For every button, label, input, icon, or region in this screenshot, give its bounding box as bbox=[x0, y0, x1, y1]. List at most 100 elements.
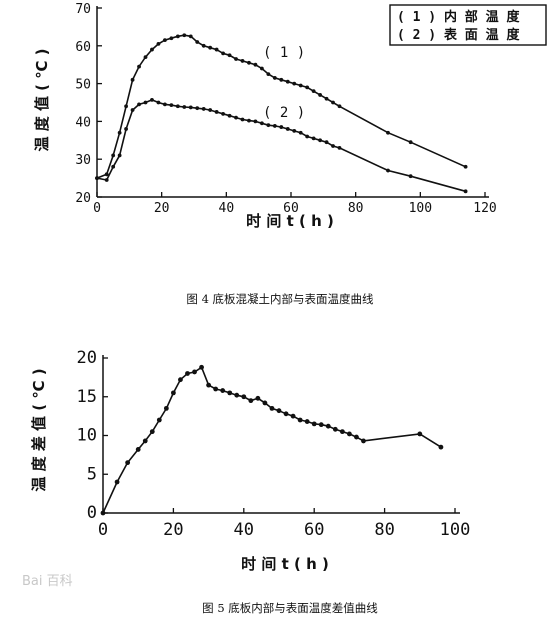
x-tick-label: 100 bbox=[409, 201, 432, 216]
series-2-point bbox=[240, 117, 245, 122]
series-2-point bbox=[386, 168, 390, 173]
series-1-point bbox=[324, 96, 329, 101]
series-1-point bbox=[130, 77, 135, 82]
series-1-point bbox=[255, 395, 261, 401]
series-1-point bbox=[325, 423, 331, 429]
series-2-point bbox=[463, 189, 468, 194]
series-1-point bbox=[220, 388, 226, 393]
series-2-point bbox=[292, 128, 297, 133]
series-2-point bbox=[227, 113, 232, 118]
series-1-point bbox=[185, 371, 190, 376]
series-1-point bbox=[247, 60, 251, 65]
series-2-point bbox=[311, 136, 316, 141]
series-2-point bbox=[305, 134, 310, 139]
series-1-point bbox=[285, 79, 290, 84]
series-2-point bbox=[175, 104, 180, 109]
series-1-point bbox=[150, 47, 154, 52]
x-tick-label: 0 bbox=[93, 201, 101, 216]
series-label-2: ( 2 ) bbox=[263, 105, 305, 121]
series-1-point bbox=[156, 417, 162, 423]
legend-item-2: ( 2 ) 表 面 温 度 bbox=[397, 27, 520, 43]
series-1-point bbox=[169, 36, 174, 41]
x-tick-label: 20 bbox=[154, 201, 170, 216]
series-1-point bbox=[386, 130, 390, 135]
series-1-point bbox=[304, 419, 310, 424]
series-1-point bbox=[279, 77, 284, 82]
series-1-point bbox=[248, 398, 254, 404]
series-2-point bbox=[234, 115, 238, 120]
series-1-point bbox=[227, 390, 233, 396]
series-2-point bbox=[150, 97, 154, 102]
series-1-point bbox=[214, 47, 219, 52]
x-tick-label: 40 bbox=[234, 520, 254, 540]
series-2-point bbox=[318, 138, 322, 143]
series-2-point bbox=[279, 125, 284, 129]
y-tick-label: 15 bbox=[77, 387, 97, 407]
series-1-point bbox=[240, 59, 245, 63]
x-tick-label: 0 bbox=[98, 520, 108, 540]
series-1-point bbox=[361, 438, 366, 444]
series-1-point bbox=[206, 382, 212, 388]
series-2-group bbox=[95, 97, 468, 194]
series-1-point bbox=[195, 40, 200, 44]
series-2-point bbox=[195, 106, 200, 111]
y-tick-label: 50 bbox=[75, 78, 91, 93]
series-1-point bbox=[298, 83, 303, 88]
series-1-point bbox=[241, 394, 247, 400]
series-difference-group bbox=[100, 364, 444, 516]
series-2-point bbox=[253, 119, 258, 124]
series-1-point bbox=[135, 447, 141, 452]
series-1-point bbox=[337, 104, 342, 109]
series-1-point bbox=[208, 45, 213, 50]
series-1-point bbox=[297, 417, 303, 423]
series-1-point bbox=[221, 51, 226, 56]
series-1-point bbox=[182, 33, 187, 38]
series-1-point bbox=[408, 140, 413, 145]
legend-item-1: ( 1 ) 内 部 温 度 bbox=[397, 9, 520, 25]
series-2-point bbox=[285, 127, 290, 131]
series-1-point bbox=[253, 62, 258, 67]
series-1-point bbox=[318, 93, 322, 97]
series-1-point bbox=[149, 429, 155, 435]
series-1-point bbox=[143, 55, 148, 60]
series-1-point bbox=[272, 76, 277, 80]
series-1-point bbox=[417, 431, 423, 437]
series-1-point bbox=[318, 422, 324, 428]
series-1-point bbox=[104, 172, 109, 177]
series-1-point bbox=[305, 85, 310, 90]
series-2-point bbox=[331, 144, 335, 148]
x-tick-label: 20 bbox=[163, 520, 183, 540]
series-1-point bbox=[142, 438, 148, 444]
series-2-point bbox=[111, 164, 116, 169]
series-2-point bbox=[221, 111, 226, 116]
series-1-point bbox=[339, 429, 345, 435]
series-1-line bbox=[102, 366, 442, 514]
series-1-point bbox=[175, 34, 180, 39]
series-1-point bbox=[276, 408, 282, 414]
y-tick-label: 5 bbox=[87, 464, 97, 484]
series-1-point bbox=[331, 100, 335, 105]
y-tick-label: 70 bbox=[75, 2, 91, 17]
series-1-point bbox=[266, 72, 271, 77]
y-tick-label: 20 bbox=[77, 348, 97, 368]
series-2-point bbox=[324, 140, 329, 145]
series-2-point bbox=[408, 174, 413, 179]
series-1-point bbox=[262, 400, 268, 406]
series-1-point bbox=[234, 392, 240, 398]
series-2-point bbox=[137, 102, 141, 107]
caption-figure-4: 图 4 底板混凝土内部与表面温度曲线 bbox=[186, 292, 374, 306]
series-1-point bbox=[156, 42, 161, 46]
x-axis-title: 时 间 t ( h ) bbox=[246, 212, 334, 230]
series-1-point bbox=[347, 431, 352, 437]
series-1-point bbox=[290, 413, 296, 419]
series-2-point bbox=[214, 110, 219, 114]
series-2-point bbox=[208, 108, 213, 112]
series-2-point bbox=[163, 102, 167, 107]
series-2-point bbox=[124, 127, 128, 131]
series-1-point bbox=[213, 386, 219, 392]
series-1-point bbox=[234, 57, 238, 61]
series-2-point bbox=[298, 130, 303, 135]
series-1-point bbox=[163, 38, 167, 43]
y-tick-label: 40 bbox=[75, 115, 91, 130]
